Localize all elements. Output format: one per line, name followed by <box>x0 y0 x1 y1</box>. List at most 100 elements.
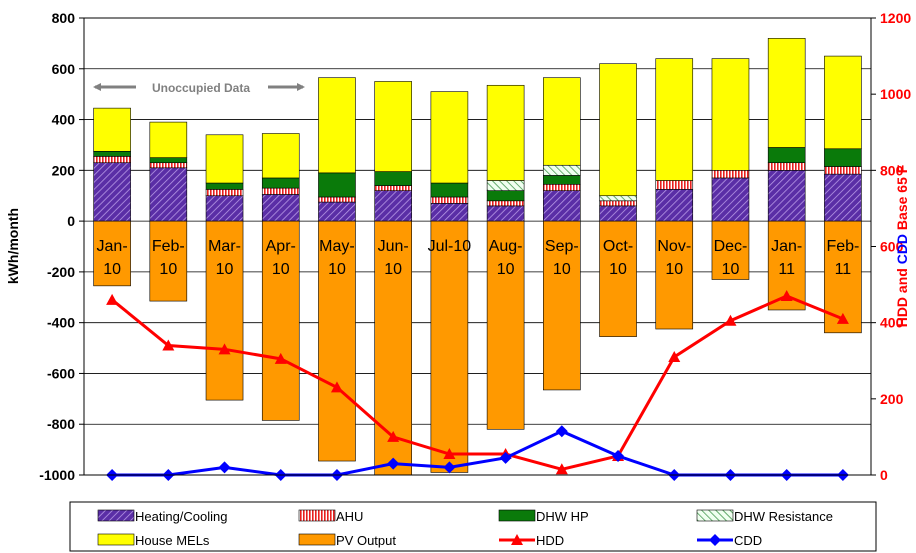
legend-swatch-house-mels <box>97 533 135 546</box>
bar-house-mels <box>543 77 581 166</box>
category-label: Feb- <box>152 238 185 255</box>
left-tick-label: -600 <box>47 365 75 381</box>
marker-hdd <box>330 381 343 393</box>
bar-house-mels <box>599 63 637 197</box>
marker-hdd <box>274 352 287 364</box>
bar-pv-output <box>205 220 244 401</box>
marker-cdd <box>387 457 400 470</box>
category-label-year: 10 <box>497 261 515 278</box>
bar-pv-output <box>430 220 469 473</box>
legend: Heating/Cooling AHU DHW HP DHW Resistance Ho… <box>97 509 833 548</box>
right-axis-label-cdd: CDD <box>894 234 910 264</box>
bar-house-mels <box>149 121 188 158</box>
right-axis-label: HDD and CDD Base 65 F <box>894 164 910 327</box>
bar-dhw-hp <box>93 150 131 157</box>
category-label-year: 10 <box>609 261 627 278</box>
left-tick-label: 0 <box>67 213 75 229</box>
bar-heating-cooling <box>599 205 637 222</box>
legend-marker-hdd <box>511 534 523 545</box>
bar-dhw-hp <box>430 182 469 198</box>
bar-heating-cooling <box>93 162 131 222</box>
left-tick-label: -800 <box>47 416 75 432</box>
marker-hdd <box>724 314 737 326</box>
bar-ahu <box>599 200 637 207</box>
legend-label: HDD <box>536 533 564 548</box>
legend-swatch-pv-output <box>298 533 336 546</box>
bar-heating-cooling <box>486 205 525 222</box>
left-tick-label: 800 <box>52 10 76 26</box>
bar-ahu <box>93 156 131 164</box>
right-axis-label-base: Base 65 F <box>894 164 910 234</box>
legend-label: House MELs <box>135 533 210 548</box>
legend-swatch-dhw-resistance <box>696 509 734 522</box>
marker-cdd <box>555 425 568 438</box>
category-label-year: 11 <box>778 261 795 278</box>
left-axis-label: kWh/month <box>5 208 21 284</box>
bar-dhw-resistance <box>543 164 581 176</box>
bar-pv-output <box>261 220 300 421</box>
legend-label: AHU <box>336 509 363 524</box>
line-hdd <box>111 294 844 471</box>
marker-hdd <box>668 350 681 362</box>
legend-label: CDD <box>734 533 762 548</box>
category-label: Oct- <box>603 238 633 255</box>
bar-dhw-hp <box>205 182 244 190</box>
bar-pv-output <box>486 220 525 430</box>
category-label-year: 10 <box>216 261 234 278</box>
bar-heating-cooling <box>711 177 750 222</box>
bar-house-mels <box>261 133 300 179</box>
bar-heating-cooling <box>767 170 806 222</box>
bar-ahu <box>430 196 469 204</box>
bar-house-mels <box>205 134 244 184</box>
legend-label: Heating/Cooling <box>135 509 228 524</box>
bar-heating-cooling <box>543 190 581 222</box>
bar-ahu <box>261 187 300 195</box>
bar-ahu <box>149 162 188 169</box>
bar-heating-cooling <box>824 173 862 222</box>
marker-hdd <box>106 293 119 305</box>
category-label: Dec- <box>714 238 748 255</box>
right-tick-label: 600 <box>880 239 904 255</box>
legend-marker-cdd <box>709 534 721 546</box>
left-axis: 800 600 400 200 0 -200 -400 -600 -800 -1000 <box>39 10 84 483</box>
bar-ahu <box>318 196 356 203</box>
bar-heating-cooling <box>655 189 694 222</box>
marker-hdd <box>836 312 849 324</box>
marker-cdd <box>443 461 456 474</box>
legend-swatch-ahu <box>298 509 336 522</box>
bar-heating-cooling <box>261 194 300 222</box>
unoccupied-annotation: Unoccupied Data <box>93 81 305 95</box>
right-tick-label: 1200 <box>880 10 911 26</box>
bar-dhw-hp <box>824 148 862 167</box>
right-axis-label-hdd: HDD and <box>894 264 910 327</box>
bar-house-mels <box>711 58 750 171</box>
bar-pv-output <box>599 220 637 337</box>
bar-heating-cooling <box>430 203 469 222</box>
bar-ahu <box>205 189 244 197</box>
bar-house-mels <box>767 38 806 148</box>
bar-pv-output <box>711 220 750 280</box>
marker-cdd <box>612 449 625 462</box>
marker-hdd <box>555 463 568 475</box>
category-label: Jan- <box>97 238 128 255</box>
bar-house-mels <box>486 84 525 181</box>
bar-house-mels <box>318 77 356 174</box>
bar-heating-cooling <box>149 167 188 222</box>
right-tick-label: 400 <box>880 315 904 331</box>
category-label: Sep- <box>545 238 579 255</box>
category-label-year: 10 <box>159 261 177 278</box>
bar-house-mels <box>430 91 469 184</box>
bar-dhw-hp <box>486 190 525 202</box>
marker-hdd <box>218 343 231 355</box>
bar-pv-output <box>318 220 356 462</box>
bar-dhw-hp <box>149 157 188 164</box>
left-tick-label: -400 <box>47 315 75 331</box>
category-label: Jun- <box>378 238 409 255</box>
legend-swatch-dhw-hp <box>498 509 536 522</box>
category-label-year: 10 <box>665 261 683 278</box>
category-labels: Jan- 10 Feb- 10 Mar- 10 Apr- 10 May- 10 Jun- 10 Jul-… <box>97 238 860 278</box>
right-tick-label: 1000 <box>880 86 911 102</box>
left-tick-label: 600 <box>52 61 76 77</box>
bar-dhw-hp <box>543 175 581 185</box>
